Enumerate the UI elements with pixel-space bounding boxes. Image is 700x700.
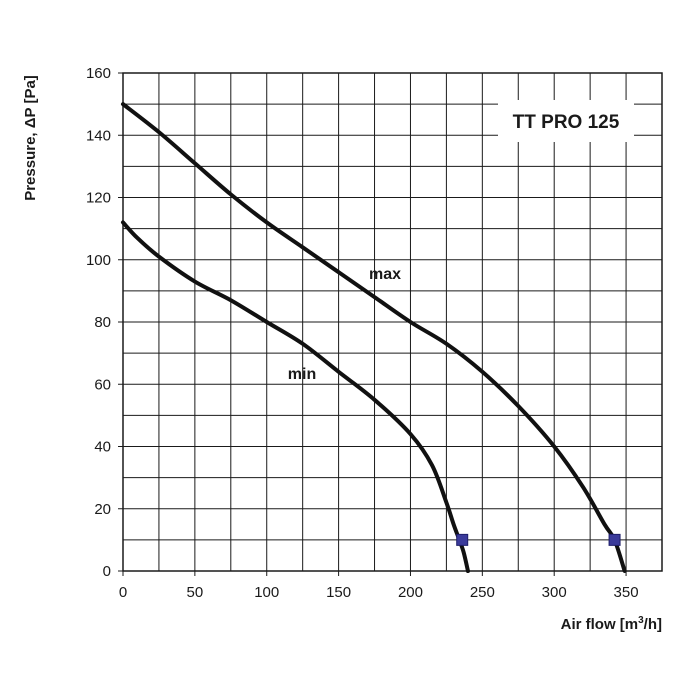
y-tick-label: 100 bbox=[86, 252, 111, 269]
y-axis-label: Pressure, ΔP [Pa] bbox=[22, 75, 39, 201]
series-line-max bbox=[121, 102, 627, 573]
x-tick-label: 350 bbox=[614, 584, 639, 601]
x-axis-label: Air flow [m3/h] bbox=[561, 615, 662, 633]
x-tick-label: 200 bbox=[398, 584, 423, 601]
y-tick-label: 40 bbox=[94, 439, 111, 456]
y-tick-label: 0 bbox=[103, 563, 111, 580]
series-label-min: min bbox=[288, 366, 316, 383]
x-tick-label: 0 bbox=[119, 584, 127, 601]
operating-point-marker-max bbox=[608, 533, 621, 546]
y-tick-label: 140 bbox=[86, 127, 111, 144]
x-tick-label: 50 bbox=[187, 584, 204, 601]
chart-title: TT PRO 125 bbox=[513, 112, 620, 133]
y-tick-label: 20 bbox=[94, 501, 111, 518]
y-tick-label: 60 bbox=[94, 376, 111, 393]
series-line-min bbox=[121, 220, 470, 573]
series-label-max: max bbox=[369, 266, 401, 283]
y-tick-label: 160 bbox=[86, 65, 111, 82]
x-tick-label: 100 bbox=[254, 584, 279, 601]
title-box bbox=[498, 100, 634, 142]
x-tick-label: 250 bbox=[470, 584, 495, 601]
y-tick-label: 120 bbox=[86, 190, 111, 207]
y-tick-label: 80 bbox=[94, 314, 111, 331]
x-tick-label: 300 bbox=[542, 584, 567, 601]
operating-point-marker-min bbox=[456, 533, 469, 546]
x-tick-label: 150 bbox=[326, 584, 351, 601]
